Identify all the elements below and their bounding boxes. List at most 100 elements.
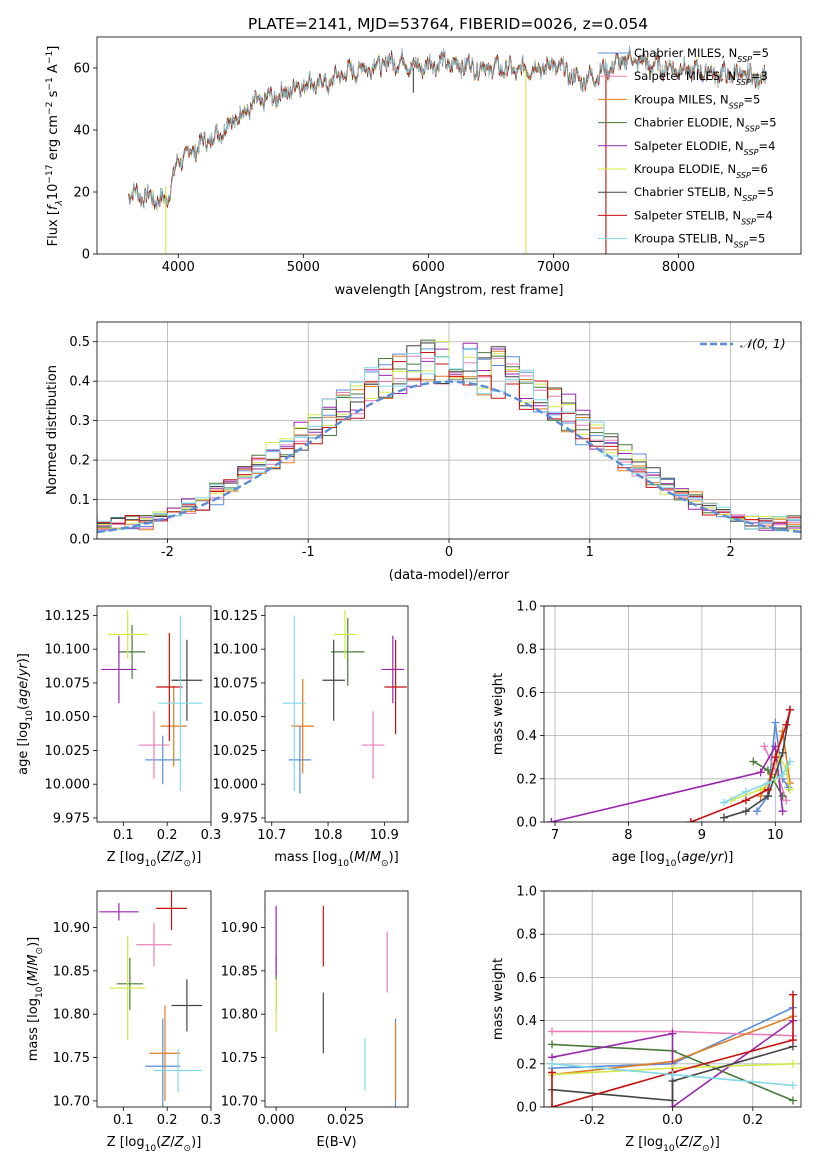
y-tick-label: 0.1 bbox=[69, 493, 90, 508]
legend-label: Salpeter STELIB, NSSP=4 bbox=[634, 208, 773, 226]
mass-weight-point bbox=[763, 779, 772, 788]
mass-weight-point bbox=[668, 1029, 677, 1038]
legend-label: Chabrier ELODIE, NSSP=5 bbox=[634, 116, 777, 134]
mass-weight-point bbox=[785, 785, 794, 794]
y-tick-label: 10.85 bbox=[221, 964, 258, 979]
x-axis-label: wavelength [Angstrom, rest frame] bbox=[335, 283, 564, 298]
axes-residuals: -2 -1 0 1 2 0.0 0.1 0.2 0.3 0.4 0.5 𝒩(0, 1) (data-mo… bbox=[45, 321, 802, 583]
y-tick-label: 10.100 bbox=[213, 643, 259, 658]
x-axis-label: E(B-V) bbox=[316, 1135, 356, 1150]
mass-weight-point bbox=[782, 796, 791, 805]
plot-area bbox=[128, 46, 767, 254]
y-tick-label: 0 bbox=[82, 248, 90, 263]
x-tick-label: 9 bbox=[698, 828, 706, 843]
legend-label: Chabrier STELIB, NSSP=5 bbox=[634, 185, 774, 203]
y-tick-label: 0.6 bbox=[516, 686, 537, 701]
mass-weight-point bbox=[788, 1096, 797, 1105]
legend-label: Kroupa MILES, NSSP=5 bbox=[634, 92, 760, 110]
y-tick-label: 10.90 bbox=[53, 921, 90, 936]
x-tick-label: 0.3 bbox=[201, 828, 222, 843]
mass-weight-point bbox=[778, 807, 787, 816]
y-tick-label: 10.85 bbox=[53, 964, 90, 979]
mass-weight-point bbox=[778, 770, 787, 779]
mass-weight-point bbox=[719, 798, 728, 807]
x-tick-label: 10.8 bbox=[314, 828, 343, 843]
spectrum-legend: Chabrier MILES, NSSP=5 Salpeter MILES, NS… bbox=[598, 46, 777, 249]
y-tick-label: 10.100 bbox=[45, 643, 91, 658]
mass-weight-point bbox=[548, 1059, 557, 1068]
plot-area bbox=[101, 610, 203, 791]
y-tick-label: 1.0 bbox=[516, 885, 537, 900]
y-tick-label: 10.050 bbox=[45, 710, 91, 725]
x-axis-label: Z [log10(Z/Z⊙)] bbox=[107, 1135, 202, 1154]
y-tick-label: 20 bbox=[73, 186, 90, 201]
y-tick-label: 10.75 bbox=[221, 1051, 258, 1066]
mass-weight-point bbox=[782, 720, 791, 729]
y-tick-label: 40 bbox=[73, 124, 90, 139]
mass-weight-point bbox=[668, 1096, 677, 1105]
y-tick-label: 10.000 bbox=[45, 778, 91, 793]
axes-frame bbox=[96, 36, 802, 255]
x-tick-label: 7000 bbox=[537, 260, 570, 275]
y-tick-label: 0.4 bbox=[516, 1014, 537, 1029]
legend-label: Kroupa STELIB, NSSP=5 bbox=[634, 232, 765, 250]
y-tick-label: 0.4 bbox=[516, 729, 537, 744]
mass-weight-point bbox=[788, 1036, 797, 1045]
axes-Z-age: 0.1 0.2 0.3 9.975 10.000 10.025 10.050 10.075 10… bbox=[16, 605, 222, 869]
mass-weight-point bbox=[719, 813, 728, 822]
x-tick-label: 0.025 bbox=[327, 1113, 364, 1128]
x-tick-label: 2 bbox=[726, 545, 734, 560]
y-tick-label: 0.0 bbox=[516, 816, 537, 831]
y-tick-label: 0.0 bbox=[516, 1101, 537, 1116]
y-tick-label: 10.80 bbox=[53, 1008, 90, 1023]
mass-weight-point bbox=[778, 792, 787, 801]
mass-weight-point bbox=[788, 990, 797, 999]
y-tick-label: 0.3 bbox=[69, 414, 90, 429]
mass-weight-point bbox=[668, 1070, 677, 1079]
x-tick-label: 0.000 bbox=[257, 1113, 294, 1128]
mass-weight-point bbox=[763, 766, 772, 775]
axes-spectrum: 4000 5000 6000 7000 8000 0 20 40 60 Chabrier MILE… bbox=[45, 36, 802, 298]
legend-label: Chabrier MILES, NSSP=5 bbox=[634, 46, 769, 64]
y-tick-label: 10.80 bbox=[221, 1008, 258, 1023]
normal-curve bbox=[97, 380, 801, 534]
x-tick-label: 6000 bbox=[412, 260, 445, 275]
mass-weight-point bbox=[756, 768, 765, 777]
y-tick-label: 10.125 bbox=[213, 609, 259, 624]
x-tick-label: 10.9 bbox=[370, 828, 399, 843]
axes-frame bbox=[96, 890, 212, 1108]
y-tick-label: 10.000 bbox=[213, 778, 259, 793]
axes-frame bbox=[543, 605, 802, 823]
x-tick-label: 10.7 bbox=[257, 828, 286, 843]
mass-weight-point bbox=[760, 742, 769, 751]
mass-weight-point bbox=[785, 757, 794, 766]
plot-area bbox=[283, 610, 407, 794]
mass-weight-point bbox=[548, 1027, 557, 1036]
mass-weight-line bbox=[551, 1045, 794, 1102]
legend-label: Kroupa ELODIE, NSSP=6 bbox=[634, 162, 768, 180]
axes-Z-mass-weight: -0.2 0.0 0.2 0.0 0.2 0.4 0.6 0.8 1.0 Z [log10(Z/Z… bbox=[491, 885, 802, 1154]
spectrum-line bbox=[128, 46, 767, 209]
plot-area bbox=[97, 339, 801, 534]
mass-weight-point bbox=[771, 753, 780, 762]
mass-weight-point bbox=[788, 1081, 797, 1090]
plot-area bbox=[548, 990, 797, 1107]
x-tick-label: 0.3 bbox=[201, 1113, 222, 1128]
y-axis-label: age [log10(age/yr)] bbox=[16, 653, 35, 775]
mass-weight-point bbox=[752, 807, 761, 816]
mass-weight-point bbox=[771, 742, 780, 751]
x-tick-label: 0.0 bbox=[662, 1113, 683, 1128]
plot-area bbox=[275, 905, 397, 1107]
axes-mass-age: 10.7 10.8 10.9 9.975 10.000 10.025 10.050 10.07… bbox=[213, 605, 409, 869]
axes-Z-mass: 0.1 0.2 0.3 10.70 10.75 10.80 10.85 10.90 Z [log… bbox=[26, 890, 222, 1154]
y-tick-label: 9.975 bbox=[53, 811, 90, 826]
mass-weight-point bbox=[788, 1059, 797, 1068]
x-tick-label: 10 bbox=[767, 828, 784, 843]
y-tick-label: 10.75 bbox=[53, 1051, 90, 1066]
mass-weight-point bbox=[741, 796, 750, 805]
y-tick-label: 10.90 bbox=[221, 921, 258, 936]
plot-area bbox=[99, 891, 203, 1107]
x-axis-label: (data-model)/error bbox=[389, 568, 510, 583]
y-tick-label: 0.2 bbox=[516, 1057, 537, 1072]
y-tick-label: 10.125 bbox=[45, 609, 91, 624]
